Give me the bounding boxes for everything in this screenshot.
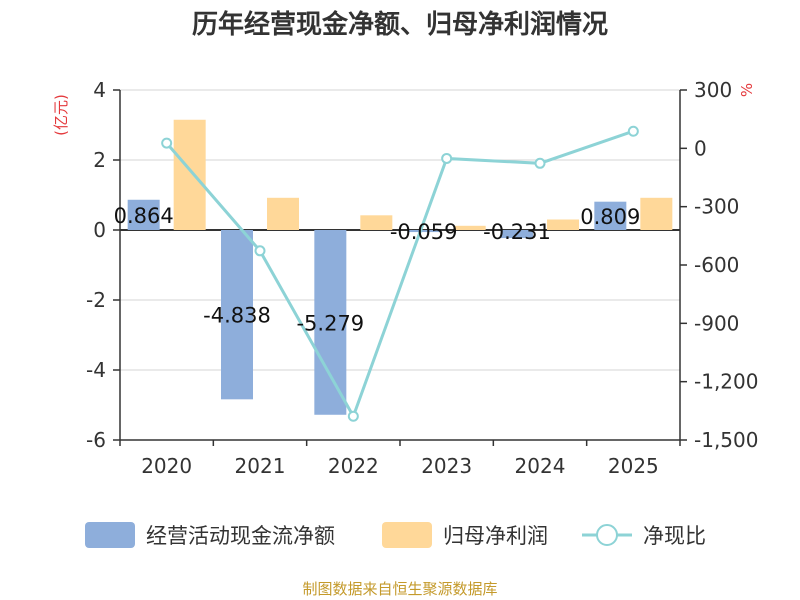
cashflow-bar: [127, 199, 160, 230]
ratio-point: [441, 152, 453, 164]
cashflow-bar: [221, 230, 253, 400]
cashflow-data-label: 0.809: [580, 205, 640, 229]
ratio-point: [254, 245, 266, 257]
cashflow-data-label: -5.279: [296, 311, 364, 335]
axes: 4 2 0 -2 -4 -6 300 0 -300 -600 -900 -1,200 -1,500 202…: [86, 78, 758, 478]
right-tick-label: 0: [694, 136, 707, 160]
right-tick-label: -300: [694, 195, 739, 219]
legend-item-ratio-label: 净现比: [643, 524, 706, 548]
data-labels: 0.864 -4.838 -5.279 -0.059 -0.231 0.809: [114, 204, 641, 336]
left-axis-unit-label: (亿元): [52, 94, 70, 136]
net-profit-bar: [453, 225, 486, 230]
left-tick-label: 2: [93, 148, 106, 172]
net-profit-bar: [547, 219, 579, 230]
chart-title: 历年经营现金净额、归母净利润情况: [192, 9, 608, 40]
ratio-point: [347, 410, 359, 422]
x-tick-label: 2020: [141, 454, 192, 478]
right-tick-label: -1,200: [694, 370, 758, 394]
cashflow-bar: [594, 201, 627, 230]
right-tick-label: -600: [694, 253, 739, 277]
x-tick-label: 2022: [328, 454, 379, 478]
net-profit-bar: [267, 197, 299, 230]
net-profit-bar: [360, 215, 393, 230]
cashflow-data-label: 0.864: [114, 204, 174, 228]
cashflow-data-label: -0.059: [390, 220, 458, 244]
right-axis-unit-label: %: [738, 83, 756, 97]
ratio-point: [161, 137, 173, 149]
ratio-line-series: [161, 125, 639, 422]
legend-item-net-profit-label: 归母净利润: [443, 524, 548, 548]
legend-item-cashflow-label: 经营活动现金流净额: [146, 524, 335, 548]
bars: [127, 119, 673, 415]
cashflow-bar: [314, 230, 347, 415]
cashflow-data-label: -4.838: [203, 304, 271, 328]
left-tick-label: 4: [93, 78, 106, 102]
right-tick-label: -1,500: [694, 428, 758, 452]
net-profit-bar: [173, 119, 206, 230]
left-tick-label: -4: [86, 358, 106, 382]
left-tick-label: -2: [86, 288, 106, 312]
left-tick-label: -6: [86, 428, 106, 452]
cashflow-bar: [407, 230, 440, 233]
legend[interactable]: 经营活动现金流净额 归母净利润 净现比: [85, 522, 706, 548]
net-profit-bar: [640, 197, 673, 230]
ratio-line: [165, 129, 634, 420]
right-tick-label: 300: [694, 78, 732, 102]
left-tick-label: 0: [93, 218, 106, 242]
right-tick-label: -900: [694, 311, 739, 335]
source-note: 制图数据来自恒生聚源数据库: [302, 580, 497, 598]
x-tick-label: 2023: [421, 454, 472, 478]
cashflow-data-label: -0.231: [483, 220, 551, 244]
x-tick-label: 2025: [608, 454, 659, 478]
ratio-point: [627, 125, 639, 137]
x-tick-label: 2024: [515, 454, 566, 478]
legend-item-cashflow-swatch: [85, 522, 135, 548]
x-tick-label: 2021: [235, 454, 286, 478]
legend-item-ratio-swatch-marker: [596, 524, 618, 546]
cashflow-bar: [501, 230, 533, 239]
legend-item-net-profit-swatch: [382, 522, 432, 548]
ratio-point: [534, 157, 546, 169]
